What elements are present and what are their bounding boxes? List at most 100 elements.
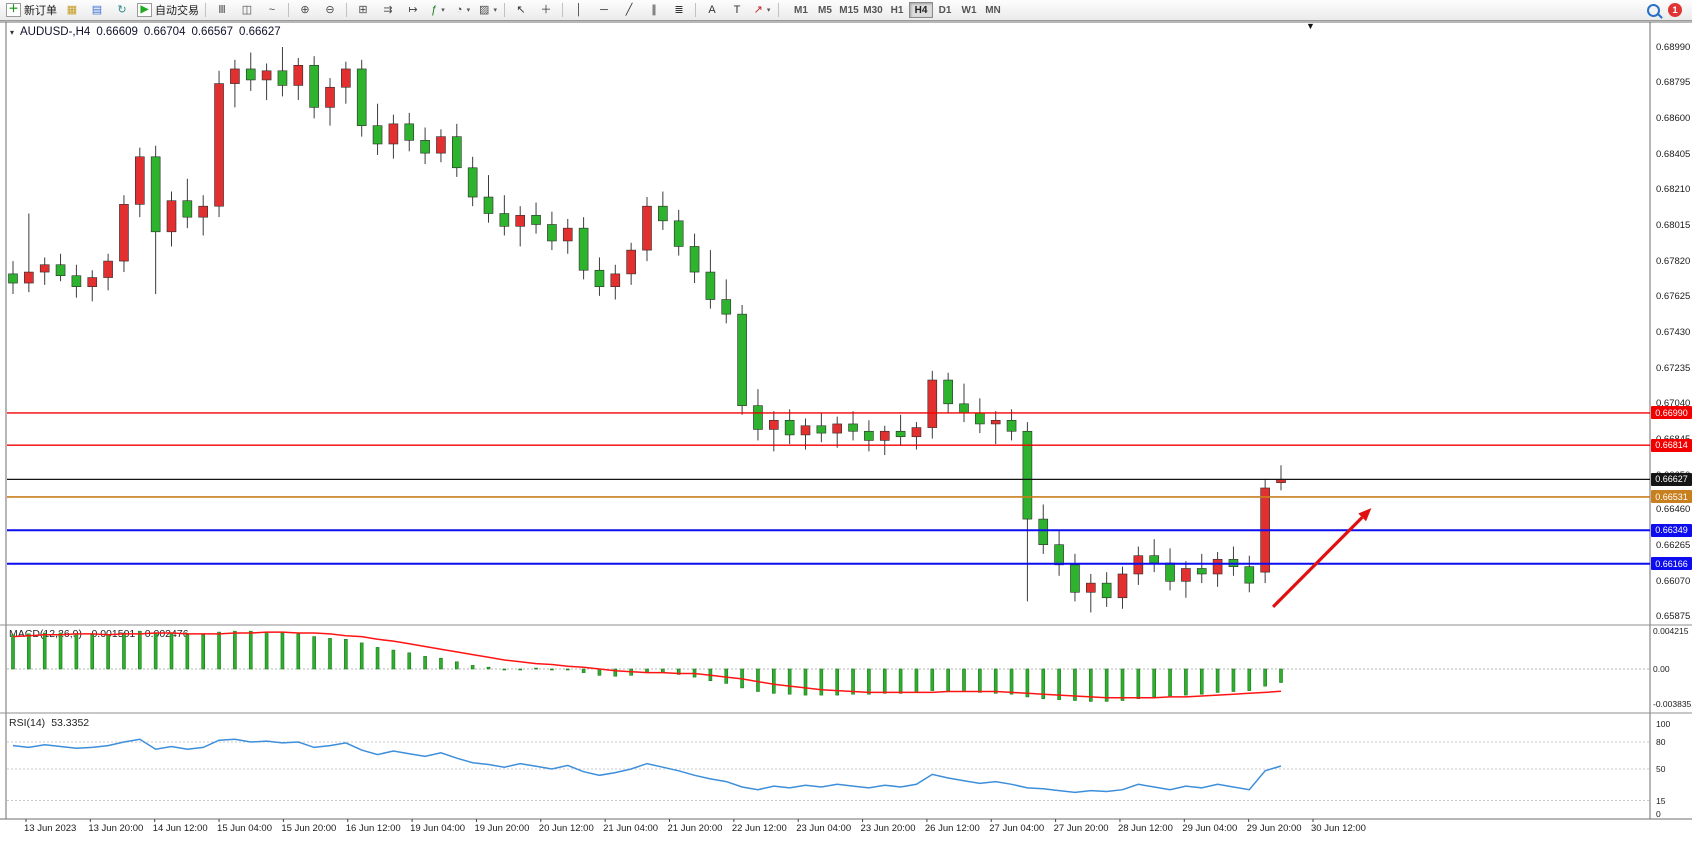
- zoom-out-button[interactable]: ⊖: [318, 2, 342, 19]
- candle-body-up: [388, 123, 399, 145]
- macd-histogram-bar: [1089, 668, 1093, 702]
- timeframe-group: M1 M5 M15 M30 H1 H4 D1 W1 MN: [789, 2, 1005, 18]
- arrow-annotation-shaft[interactable]: [1271, 516, 1364, 609]
- candle-body-down: [245, 68, 256, 81]
- trendline-tool-button[interactable]: ╱: [617, 2, 641, 19]
- macd-histogram-bar: [328, 638, 332, 670]
- macd-histogram-bar: [787, 668, 792, 695]
- time-axis-label: 21 Jun 20:00: [667, 823, 723, 834]
- time-axis-label: 23 Jun 20:00: [860, 823, 916, 834]
- macd-histogram-bar: [169, 633, 174, 670]
- candle-body-up: [911, 427, 922, 438]
- timeframe-mn[interactable]: MN: [985, 4, 1001, 16]
- rsi-scale-label: 15: [1656, 795, 1666, 806]
- candle-body-down: [816, 425, 827, 434]
- zoom-in-button[interactable]: ⊕: [293, 2, 317, 19]
- zoom-in-icon: ⊕: [300, 3, 310, 16]
- macd-histogram-bar: [914, 668, 919, 693]
- timeframe-m1[interactable]: M1: [794, 4, 808, 16]
- macd-signal-line: [12, 631, 1282, 699]
- candle-body-down: [404, 123, 415, 141]
- text-tool-button[interactable]: A: [700, 2, 724, 19]
- chart-shift-button[interactable]: ↦: [401, 2, 425, 19]
- vertical-line-tool-button[interactable]: │: [567, 2, 591, 19]
- ohlc-high: 0.66704: [143, 26, 186, 38]
- macd-histogram-bar: [42, 632, 47, 670]
- candle-body-up: [39, 264, 50, 273]
- candle-body-down: [594, 269, 605, 288]
- candle-body-down: [420, 140, 430, 154]
- macd-histogram-bar: [1184, 668, 1188, 696]
- periods-button[interactable]: ◔ ▾: [451, 2, 475, 19]
- profiles-button[interactable]: ▤: [85, 2, 109, 19]
- charts-window-icon: ▦: [66, 3, 78, 16]
- macd-histogram-bar: [138, 630, 142, 670]
- candle-body-down: [1038, 518, 1049, 546]
- crosshair-tool-button[interactable]: ＋: [534, 2, 558, 19]
- auto-scroll-button[interactable]: ⇉: [376, 2, 400, 19]
- macd-histogram-bar: [106, 634, 110, 670]
- time-axis-label: 15 Jun 20:00: [281, 823, 337, 834]
- macd-histogram-bar: [534, 667, 538, 670]
- channel-tool-button[interactable]: ∥: [642, 2, 666, 19]
- timeframe-m30[interactable]: M30: [863, 4, 883, 16]
- candle-body-up: [103, 260, 113, 278]
- candlestick-mode-button[interactable]: ◫: [235, 2, 259, 19]
- macd-histogram-bar: [1263, 668, 1267, 687]
- zoom-out-icon: ⊖: [325, 3, 335, 16]
- macd-histogram-bar: [1073, 668, 1077, 701]
- macd-histogram-bar: [58, 632, 63, 670]
- price-badge-0.66814: 0.66814: [1651, 438, 1692, 452]
- candle-body-up: [166, 200, 177, 233]
- tile-windows-icon: ⊞: [358, 3, 368, 16]
- time-axis-label: 26 Jun 12:00: [924, 823, 980, 834]
- timeframe-h4[interactable]: H4: [909, 2, 933, 18]
- price-axis-label: 0.68405: [1656, 148, 1691, 160]
- timeframe-d1[interactable]: D1: [938, 4, 952, 16]
- indicators-button[interactable]: ƒ ▾: [426, 2, 450, 19]
- candle-body-down: [1101, 582, 1112, 599]
- candle-body-up: [1086, 582, 1096, 593]
- search-icon[interactable]: [1647, 3, 1660, 17]
- macd-histogram-bar: [613, 668, 618, 677]
- trendline-tool-icon: ╱: [625, 3, 633, 16]
- notification-badge[interactable]: 1: [1668, 3, 1682, 17]
- charts-window-button[interactable]: ▦: [60, 2, 84, 19]
- time-axis-label: 13 Jun 2023: [24, 823, 77, 834]
- chart-collapse-icon[interactable]: ▾: [10, 27, 15, 37]
- macd-histogram-bar: [1152, 668, 1156, 698]
- auto-trading-button[interactable]: ▶ 自动交易: [135, 2, 201, 19]
- label-tool-button[interactable]: T: [725, 2, 749, 19]
- price-axis-label: 0.66265: [1656, 540, 1691, 552]
- arrows-tool-button[interactable]: ↗ ▾: [750, 2, 774, 19]
- chart-shift-marker[interactable]: ▼: [1306, 21, 1315, 31]
- price-axis-label: 0.68795: [1656, 77, 1691, 89]
- horizontal-line-tool-button[interactable]: ─: [592, 2, 616, 19]
- dropdown-caret-icon: ▾: [441, 7, 445, 14]
- candle-body-down: [959, 403, 969, 414]
- new-order-button[interactable]: ＋新订单: [4, 2, 59, 19]
- candle-body-up: [230, 68, 240, 84]
- line-chart-mode-button[interactable]: ~: [260, 2, 284, 19]
- toolbar-separator: [695, 3, 696, 17]
- candle-body-down: [689, 246, 700, 273]
- timeframe-m15[interactable]: M15: [839, 4, 859, 16]
- timeframe-h1[interactable]: H1: [890, 4, 904, 16]
- macd-histogram-bar: [153, 632, 158, 670]
- refresh-button[interactable]: ↻: [110, 2, 134, 19]
- timeframe-w1[interactable]: W1: [961, 4, 977, 16]
- timeframe-m5[interactable]: M5: [818, 4, 832, 16]
- arrow-annotation-head[interactable]: [1358, 508, 1372, 522]
- candle-body-down: [71, 275, 82, 288]
- candle-body-up: [436, 136, 446, 154]
- tile-windows-button[interactable]: ⊞: [351, 2, 375, 19]
- macd-histogram-bar: [1231, 668, 1236, 692]
- templates-button[interactable]: ▨ ▾: [476, 2, 500, 19]
- candle-body-down: [848, 423, 858, 432]
- cursor-tool-button[interactable]: ↖: [509, 2, 533, 19]
- fibonacci-tool-button[interactable]: ≣: [667, 2, 691, 19]
- candle-body-up: [515, 215, 526, 227]
- bar-chart-mode-button[interactable]: Ⅲ: [210, 2, 234, 19]
